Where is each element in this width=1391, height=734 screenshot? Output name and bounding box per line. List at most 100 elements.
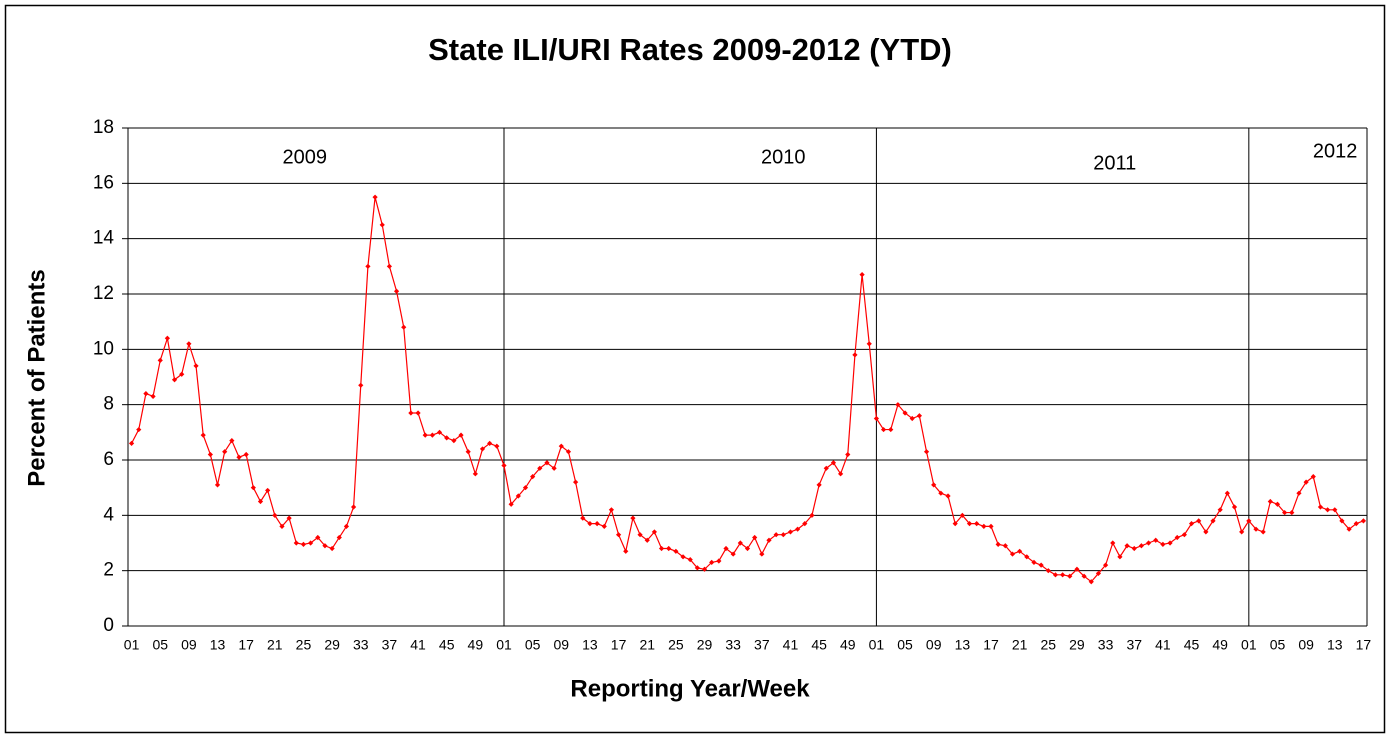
point-marker — [386, 263, 393, 269]
x-tick-label: 13 — [955, 637, 971, 653]
point-marker — [1303, 479, 1309, 485]
x-tick-label: 45 — [811, 637, 827, 653]
point-marker — [816, 482, 822, 488]
point-marker — [1131, 545, 1137, 552]
point-marker — [1317, 504, 1324, 510]
point-marker — [931, 482, 937, 488]
point-marker — [530, 474, 536, 480]
y-tick-label: 2 — [103, 560, 114, 581]
point-marker — [358, 382, 364, 388]
point-marker — [687, 557, 693, 563]
point-marker — [551, 465, 557, 471]
y-axis-title: Percent of Patients — [23, 269, 50, 486]
point-marker — [1052, 572, 1059, 578]
point-marker — [329, 545, 335, 552]
point-marker — [795, 526, 801, 532]
point-marker — [601, 523, 607, 529]
point-marker — [343, 523, 350, 529]
x-tick-label: 29 — [324, 637, 340, 653]
x-tick-label: 25 — [296, 637, 312, 653]
x-tick-label: 25 — [1041, 637, 1057, 653]
y-tick-label: 4 — [103, 504, 114, 525]
point-marker — [709, 559, 715, 565]
x-tick-label: 45 — [1184, 637, 1200, 653]
x-tick-label: 37 — [382, 637, 398, 653]
point-marker — [408, 410, 414, 416]
point-marker — [1117, 554, 1123, 560]
x-tick-label: 09 — [1298, 637, 1314, 653]
point-marker — [1167, 540, 1173, 546]
point-marker — [415, 410, 421, 416]
point-marker — [279, 523, 285, 529]
point-marker — [658, 545, 665, 552]
point-marker — [1153, 537, 1159, 543]
point-marker — [487, 440, 493, 446]
point-marker — [465, 449, 471, 455]
point-marker — [594, 521, 600, 527]
point-marker — [866, 341, 872, 347]
point-marker — [1124, 543, 1130, 549]
point-marker — [1260, 529, 1266, 535]
point-marker — [773, 532, 779, 538]
x-tick-label: 01 — [1241, 637, 1257, 653]
x-tick-label: 29 — [697, 637, 713, 653]
point-marker — [838, 471, 844, 477]
x-tick-label: 49 — [1212, 637, 1228, 653]
x-tick-label: 01 — [869, 637, 885, 653]
point-marker — [1181, 532, 1187, 538]
point-marker — [852, 352, 858, 358]
point-marker — [436, 429, 443, 435]
point-marker — [716, 558, 722, 564]
x-tick-label: 21 — [639, 637, 655, 653]
point-marker — [1253, 526, 1259, 532]
x-tick-label: 13 — [582, 637, 598, 653]
point-marker — [164, 335, 170, 341]
point-marker — [315, 534, 321, 541]
point-marker — [673, 548, 679, 554]
point-marker — [494, 443, 500, 449]
point-marker — [737, 540, 743, 546]
point-marker — [1203, 529, 1209, 535]
point-marker — [923, 449, 930, 455]
x-tick-label: 01 — [496, 637, 512, 653]
point-marker — [558, 443, 564, 449]
point-marker — [902, 410, 908, 416]
point-marker — [508, 501, 514, 507]
point-marker — [229, 438, 235, 444]
x-tick-label: 17 — [1356, 637, 1372, 653]
x-tick-label: 37 — [754, 637, 770, 653]
point-marker — [1160, 541, 1166, 547]
point-marker — [214, 482, 221, 488]
point-marker — [458, 432, 464, 438]
point-marker — [830, 460, 837, 466]
point-marker — [257, 498, 264, 505]
point-marker — [429, 432, 435, 438]
point-marker — [350, 504, 357, 510]
point-marker — [608, 507, 615, 513]
point-marker — [1360, 518, 1367, 524]
point-marker — [143, 391, 149, 397]
point-marker — [1074, 566, 1080, 572]
point-marker — [250, 485, 256, 491]
point-marker — [1246, 518, 1252, 524]
point-marker — [1231, 504, 1238, 510]
point-marker — [186, 341, 192, 347]
x-tick-label: 41 — [1155, 637, 1171, 653]
point-marker — [945, 493, 951, 499]
point-marker — [644, 537, 650, 543]
point-marker — [694, 565, 700, 571]
x-tick-label: 29 — [1069, 637, 1085, 653]
point-marker — [916, 413, 922, 419]
y-tick-label: 0 — [103, 615, 114, 636]
point-marker — [1031, 559, 1037, 565]
x-tick-label: 17 — [983, 637, 999, 653]
x-tick-label: 49 — [468, 637, 484, 653]
point-marker — [1289, 509, 1295, 516]
x-tick-label: 17 — [238, 637, 254, 653]
point-marker — [243, 451, 249, 458]
point-marker — [265, 487, 271, 494]
point-marker — [787, 529, 794, 535]
point-marker — [1224, 490, 1230, 496]
point-marker — [128, 440, 135, 446]
